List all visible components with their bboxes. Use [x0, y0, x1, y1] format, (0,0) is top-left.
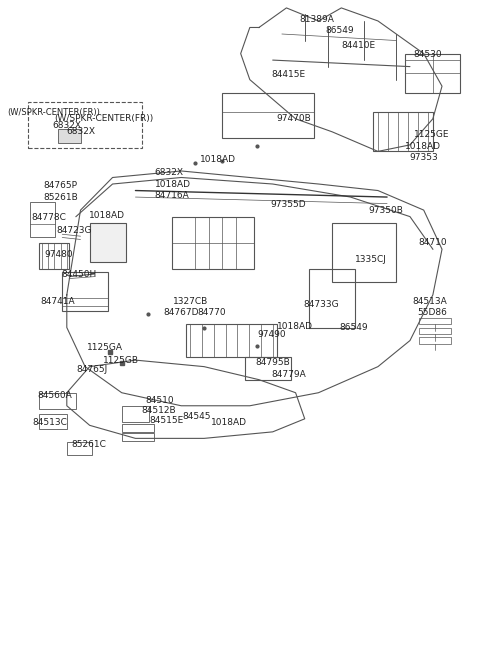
- Bar: [39, 414, 67, 428]
- Text: 97353: 97353: [409, 153, 438, 162]
- Bar: [373, 112, 433, 151]
- Text: 1018AD: 1018AD: [277, 322, 313, 331]
- Text: 84765J: 84765J: [77, 365, 108, 375]
- Text: 97350B: 97350B: [369, 206, 404, 215]
- Text: 84733G: 84733G: [304, 300, 339, 309]
- Bar: [419, 328, 451, 334]
- Bar: [309, 269, 355, 328]
- Text: 97355D: 97355D: [270, 200, 306, 210]
- Text: 1018AD: 1018AD: [200, 155, 236, 164]
- Bar: [39, 393, 76, 409]
- Text: 84515E: 84515E: [149, 417, 183, 425]
- Text: 84545: 84545: [182, 413, 211, 421]
- Text: 84770: 84770: [197, 308, 226, 317]
- Text: 84510: 84510: [145, 396, 174, 405]
- Text: 97470B: 97470B: [276, 114, 311, 123]
- Text: 84513A: 84513A: [412, 297, 447, 306]
- Text: 84767D: 84767D: [163, 308, 198, 317]
- Bar: [58, 128, 81, 143]
- Bar: [122, 405, 149, 422]
- Bar: [186, 324, 277, 357]
- Text: 1018AD: 1018AD: [89, 211, 125, 220]
- Text: 84710: 84710: [418, 238, 447, 247]
- Bar: [122, 424, 154, 432]
- Text: 84795B: 84795B: [255, 358, 290, 367]
- Text: 84530: 84530: [414, 50, 442, 60]
- Bar: [39, 243, 69, 269]
- Text: 6832X: 6832X: [52, 121, 81, 130]
- Text: 1125GA: 1125GA: [87, 343, 123, 352]
- Text: 6832X: 6832X: [67, 127, 96, 136]
- Text: 84723G: 84723G: [57, 227, 92, 235]
- Text: 81389A: 81389A: [299, 15, 334, 24]
- Bar: [90, 223, 126, 262]
- Text: 84415E: 84415E: [272, 70, 306, 79]
- Text: 84450H: 84450H: [61, 269, 96, 278]
- Text: 1335CJ: 1335CJ: [355, 255, 387, 263]
- Text: 86549: 86549: [325, 26, 354, 35]
- Text: 97480: 97480: [44, 250, 72, 259]
- Text: 86549: 86549: [339, 323, 368, 332]
- Text: (W/SPKR-CENTER(FR)): (W/SPKR-CENTER(FR)): [54, 114, 153, 123]
- Bar: [245, 357, 291, 380]
- Text: 1018AD: 1018AD: [406, 141, 442, 151]
- Bar: [332, 223, 396, 282]
- Text: 1018AD: 1018AD: [211, 418, 247, 426]
- Text: 84410E: 84410E: [341, 41, 375, 50]
- Bar: [406, 54, 460, 93]
- Text: 55D86: 55D86: [417, 308, 447, 317]
- Bar: [419, 318, 451, 324]
- Bar: [28, 102, 142, 148]
- Text: 84765P: 84765P: [43, 181, 77, 191]
- Text: 84741A: 84741A: [40, 297, 75, 306]
- Text: 85261B: 85261B: [43, 193, 78, 202]
- Bar: [172, 217, 254, 269]
- Text: 6832X: 6832X: [155, 168, 184, 178]
- Text: 84512B: 84512B: [141, 407, 176, 415]
- Text: 85261C: 85261C: [72, 440, 106, 449]
- Text: 97490: 97490: [258, 329, 286, 339]
- Text: 1125GB: 1125GB: [103, 356, 139, 365]
- Text: 1327CB: 1327CB: [173, 297, 208, 306]
- Text: 1018AD: 1018AD: [155, 179, 191, 189]
- Bar: [122, 433, 154, 441]
- Text: (W/SPKR-CENTER(FR)): (W/SPKR-CENTER(FR)): [8, 108, 100, 117]
- Text: 84778C: 84778C: [31, 214, 66, 223]
- Text: 84779A: 84779A: [272, 370, 307, 379]
- Bar: [30, 202, 55, 238]
- Bar: [62, 272, 108, 311]
- Text: 84513C: 84513C: [33, 418, 67, 426]
- Bar: [67, 441, 92, 455]
- Text: 84560A: 84560A: [37, 392, 72, 400]
- Text: 84716A: 84716A: [155, 191, 190, 200]
- Bar: [222, 93, 314, 138]
- Bar: [419, 337, 451, 344]
- Text: 1125GE: 1125GE: [414, 130, 449, 139]
